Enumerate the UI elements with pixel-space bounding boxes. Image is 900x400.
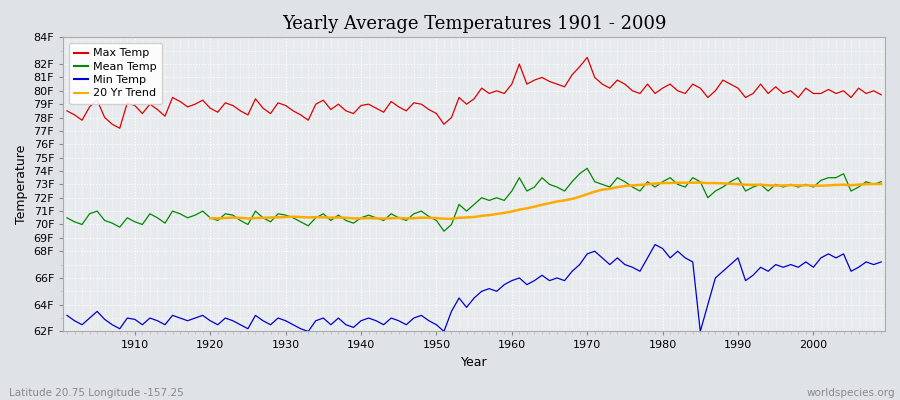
Legend: Max Temp, Mean Temp, Min Temp, 20 Yr Trend: Max Temp, Mean Temp, Min Temp, 20 Yr Tre… <box>68 43 162 104</box>
Text: Latitude 20.75 Longitude -157.25: Latitude 20.75 Longitude -157.25 <box>9 388 184 398</box>
Text: worldspecies.org: worldspecies.org <box>807 388 896 398</box>
Title: Yearly Average Temperatures 1901 - 2009: Yearly Average Temperatures 1901 - 2009 <box>282 15 666 33</box>
X-axis label: Year: Year <box>461 356 488 369</box>
Y-axis label: Temperature: Temperature <box>15 145 28 224</box>
